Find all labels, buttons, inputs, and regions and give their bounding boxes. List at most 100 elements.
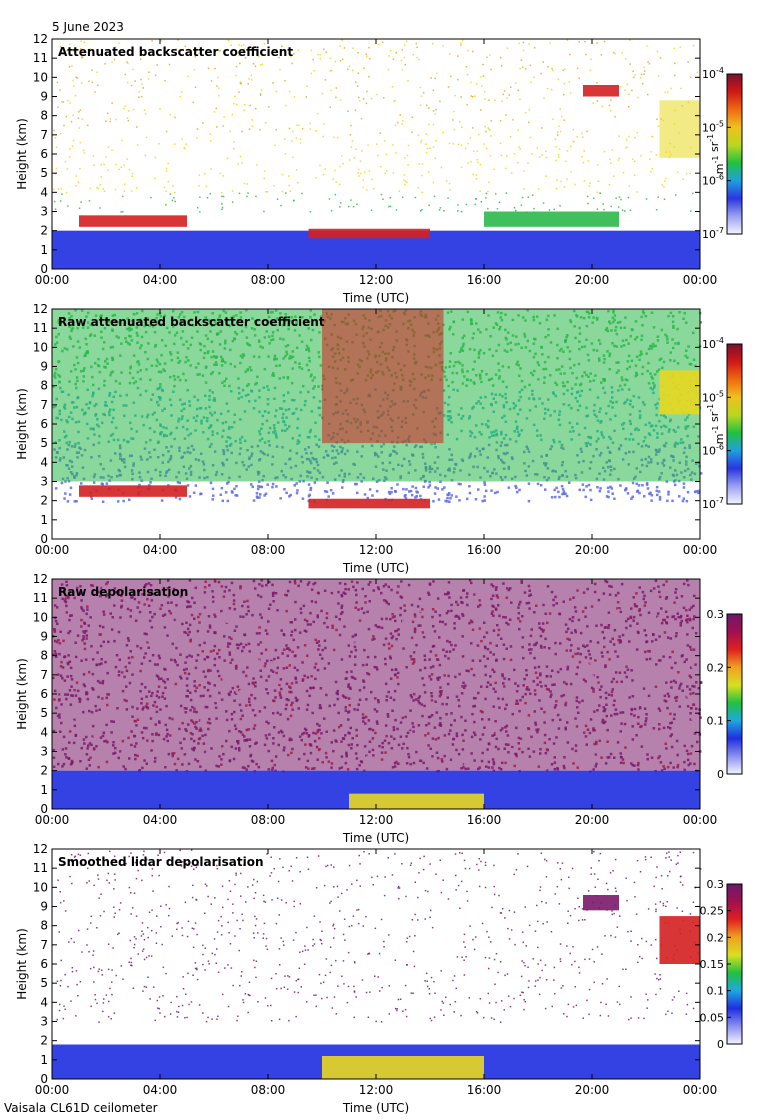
y-tick-label: 5 (40, 706, 48, 720)
colorbar-tick-label: 10-4 (702, 66, 724, 81)
date-label: 5 June 2023 (52, 20, 124, 34)
y-tick-label: 6 (40, 147, 48, 161)
x-tick-label: 04:00 (143, 1083, 178, 1097)
x-tick-label: 16:00 (467, 273, 502, 287)
colorbar-unit: m-1 sr-1 (706, 134, 726, 174)
y-tick-label: 2 (40, 494, 48, 508)
panel-title: Raw attenuated backscatter coefficient (58, 315, 325, 329)
colorbar-tick-label: 0.25 (700, 905, 725, 918)
y-axis-label: Height (km) (15, 388, 29, 459)
y-tick-label: 8 (40, 919, 48, 933)
y-axis-label: Height (km) (15, 118, 29, 189)
y-tick-label: 12 (33, 842, 48, 856)
x-axis-label: Time (UTC) (342, 291, 409, 305)
y-tick-label: 6 (40, 957, 48, 971)
y-tick-label: 3 (40, 205, 48, 219)
panel-attenuated-backscatter: Attenuated backscatter coefficient012345… (15, 32, 743, 305)
y-tick-label: 10 (33, 610, 48, 624)
colorbar-unit: m-1 sr-1 (706, 404, 726, 444)
y-tick-label: 9 (40, 360, 48, 374)
feature-noise (52, 579, 700, 771)
panel-smoothed-lidar-depolarisation: Smoothed lidar depolarisation01234567891… (15, 842, 743, 1115)
feature-aerosol-layer (484, 211, 619, 227)
colorbar-tick-label: 10-4 (702, 336, 724, 351)
y-tick-label: 12 (33, 302, 48, 316)
colorbar-tick-label: 0 (717, 1038, 724, 1051)
y-tick-label: 6 (40, 687, 48, 701)
y-tick-label: 3 (40, 745, 48, 759)
y-tick-label: 5 (40, 436, 48, 450)
y-tick-label: 2 (40, 764, 48, 778)
panel-title: Smoothed lidar depolarisation (58, 855, 264, 869)
noise-texture (56, 849, 702, 1023)
x-tick-label: 16:00 (467, 1083, 502, 1097)
y-tick-label: 9 (40, 900, 48, 914)
colorbar-tick-label: 0.05 (700, 1011, 725, 1024)
colorbar-tick-label: 0.3 (707, 608, 725, 621)
y-tick-label: 11 (33, 321, 48, 335)
colorbar-tick-label: 0.1 (707, 985, 725, 998)
x-tick-label: 04:00 (143, 543, 178, 557)
colorbar-tick-label: 0.15 (700, 958, 725, 971)
y-axis-label: Height (km) (15, 658, 29, 729)
feature-cloud-layer (79, 485, 187, 497)
y-tick-label: 2 (40, 1034, 48, 1048)
feature-cloud-layer (308, 228, 430, 239)
y-tick-label: 1 (40, 243, 48, 257)
x-tick-label: 00:00 (683, 543, 718, 557)
instrument-label: Vaisala CL61D ceilometer (4, 1101, 158, 1115)
colorbar-tick-label: 10-7 (702, 496, 724, 511)
colorbar-tick-label: 10-7 (702, 226, 724, 241)
y-tick-label: 12 (33, 572, 48, 586)
panel-raw-attenuated-backscatter: Raw attenuated backscatter coefficient 0 1… (15, 302, 743, 575)
x-tick-label: 08:00 (251, 1083, 286, 1097)
plot-background (52, 849, 700, 1079)
y-tick-label: 9 (40, 630, 48, 644)
x-tick-label: 04:00 (143, 813, 178, 827)
feature-daytime-enhancement (349, 793, 484, 809)
x-tick-label: 20:00 (575, 543, 610, 557)
y-tick-label: 8 (40, 109, 48, 123)
x-tick-label: 12:00 (359, 1083, 394, 1097)
colorbar (726, 73, 743, 235)
y-tick-label: 5 (40, 166, 48, 180)
y-tick-label: 6 (40, 417, 48, 431)
colorbar-tick-label: 0.2 (707, 661, 725, 674)
colorbar-tick-label: 0.1 (707, 715, 725, 728)
y-tick-label: 7 (40, 398, 48, 412)
feature-high-cloud (659, 916, 700, 964)
y-tick-label: 4 (40, 995, 48, 1009)
x-tick-label: 00:00 (35, 1083, 70, 1097)
y-tick-label: 0 (40, 802, 48, 816)
y-tick-label: 4 (40, 185, 48, 199)
y-tick-label: 0 (40, 1072, 48, 1086)
x-axis-label: Time (UTC) (342, 831, 409, 845)
y-tick-label: 1 (40, 1053, 48, 1067)
panel-title: Attenuated backscatter coefficient (58, 45, 293, 59)
colorbar-tick-label: 0 (717, 768, 724, 781)
x-tick-label: 08:00 (251, 273, 286, 287)
feature-cloud-layer (79, 215, 187, 227)
x-tick-label: 12:00 (359, 273, 394, 287)
y-tick-label: 10 (33, 70, 48, 84)
y-tick-label: 1 (40, 783, 48, 797)
x-tick-label: 20:00 (575, 813, 610, 827)
x-tick-label: 08:00 (251, 813, 286, 827)
y-tick-label: 7 (40, 128, 48, 142)
x-axis-label: Time (UTC) (342, 1101, 409, 1115)
x-tick-label: 08:00 (251, 543, 286, 557)
y-tick-label: 5 (40, 976, 48, 990)
y-tick-label: 8 (40, 649, 48, 663)
x-tick-label: 16:00 (467, 543, 502, 557)
x-axis-label: Time (UTC) (342, 561, 409, 575)
x-tick-label: 20:00 (575, 1083, 610, 1097)
x-tick-label: 00:00 (35, 813, 70, 827)
feature-high-cloud (583, 85, 619, 97)
y-tick-label: 11 (33, 861, 48, 875)
colorbar-tick-label: 10-5 (702, 389, 724, 404)
y-tick-label: 0 (40, 262, 48, 276)
y-tick-label: 1 (40, 513, 48, 527)
y-tick-label: 11 (33, 591, 48, 605)
x-tick-label: 12:00 (359, 543, 394, 557)
feature-high-cloud (659, 100, 700, 158)
